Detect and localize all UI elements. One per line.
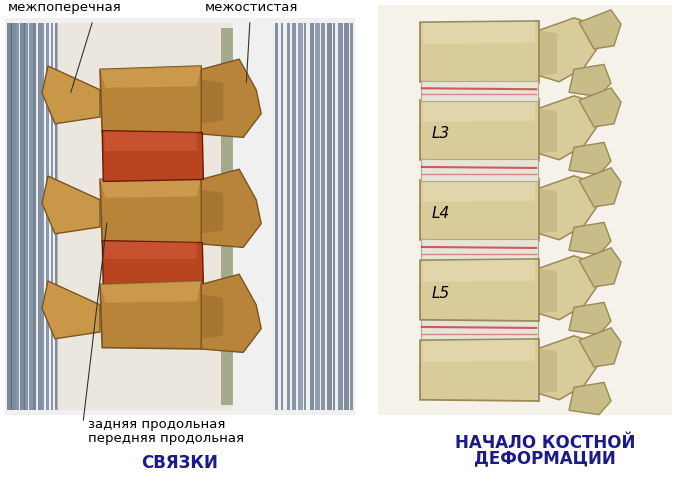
Bar [327, 23, 331, 410]
Polygon shape [201, 295, 223, 339]
Polygon shape [100, 66, 205, 134]
Polygon shape [420, 21, 539, 83]
Polygon shape [569, 222, 611, 255]
Bar [7, 23, 10, 410]
Polygon shape [539, 18, 599, 82]
Bar [345, 23, 348, 410]
Polygon shape [42, 176, 100, 234]
Polygon shape [201, 190, 223, 234]
Polygon shape [420, 179, 539, 241]
Polygon shape [42, 281, 100, 339]
Polygon shape [102, 131, 203, 182]
Polygon shape [42, 66, 100, 124]
Bar [292, 23, 296, 410]
Bar [281, 23, 284, 410]
Polygon shape [421, 239, 538, 262]
Bar [333, 23, 336, 410]
Bar [47, 23, 51, 410]
Bar [304, 23, 307, 410]
Polygon shape [100, 281, 205, 349]
Bar [51, 23, 55, 410]
Bar [221, 28, 233, 405]
Bar [286, 23, 289, 410]
Polygon shape [104, 241, 197, 259]
Polygon shape [423, 260, 535, 282]
Polygon shape [539, 348, 557, 393]
Text: межпоперечная: межпоперечная [8, 1, 122, 14]
Text: СВЯЗКИ: СВЯЗКИ [142, 454, 219, 472]
Polygon shape [539, 30, 557, 75]
Text: L4: L4 [432, 206, 450, 221]
Bar [25, 23, 27, 410]
Polygon shape [569, 142, 611, 175]
Polygon shape [420, 99, 539, 161]
Polygon shape [100, 281, 201, 303]
Polygon shape [539, 96, 599, 160]
Polygon shape [421, 319, 538, 342]
Polygon shape [569, 64, 611, 97]
Polygon shape [579, 88, 621, 127]
Polygon shape [100, 176, 205, 244]
Bar [20, 23, 24, 410]
Bar [29, 23, 32, 410]
Text: НАЧАЛО КОСТНОЙ: НАЧАЛО КОСТНОЙ [455, 434, 635, 452]
Bar [338, 23, 340, 410]
Bar [5, 18, 355, 415]
Polygon shape [423, 22, 535, 44]
Polygon shape [569, 302, 611, 334]
Polygon shape [100, 176, 201, 198]
Polygon shape [421, 159, 538, 182]
Polygon shape [423, 340, 535, 362]
Polygon shape [201, 79, 223, 124]
Text: L5: L5 [432, 286, 450, 301]
Polygon shape [201, 274, 261, 353]
Text: ДЕФОРМАЦИИ: ДЕФОРМАЦИИ [474, 449, 616, 467]
Polygon shape [104, 132, 197, 151]
Polygon shape [539, 176, 599, 240]
Polygon shape [420, 259, 539, 321]
Polygon shape [539, 108, 557, 153]
Bar [275, 23, 279, 410]
Bar [298, 23, 302, 410]
Bar [42, 23, 47, 410]
Bar [12, 23, 16, 410]
Polygon shape [201, 59, 261, 137]
Text: межостистая: межостистая [205, 1, 299, 14]
Polygon shape [423, 100, 535, 122]
Polygon shape [421, 81, 538, 102]
Bar [57, 23, 232, 410]
Polygon shape [100, 66, 201, 88]
Polygon shape [539, 188, 557, 233]
Polygon shape [102, 240, 203, 286]
Polygon shape [579, 10, 621, 49]
Polygon shape [579, 168, 621, 207]
Polygon shape [423, 180, 535, 202]
Bar [350, 23, 355, 410]
Polygon shape [579, 328, 621, 367]
Polygon shape [420, 339, 539, 401]
Polygon shape [539, 336, 599, 400]
Bar [16, 23, 18, 410]
Polygon shape [579, 248, 621, 287]
Bar [378, 5, 672, 415]
Text: передняя продольная: передняя продольная [88, 432, 244, 445]
Polygon shape [201, 169, 261, 247]
Polygon shape [569, 382, 611, 414]
Polygon shape [539, 268, 557, 313]
Bar [33, 23, 38, 410]
Bar [315, 23, 318, 410]
Bar [321, 23, 325, 410]
Polygon shape [539, 256, 599, 320]
Bar [310, 23, 314, 410]
Text: L3: L3 [432, 126, 450, 141]
Bar [38, 23, 42, 410]
Bar [55, 23, 59, 410]
Text: задняя продольная: задняя продольная [88, 418, 225, 431]
